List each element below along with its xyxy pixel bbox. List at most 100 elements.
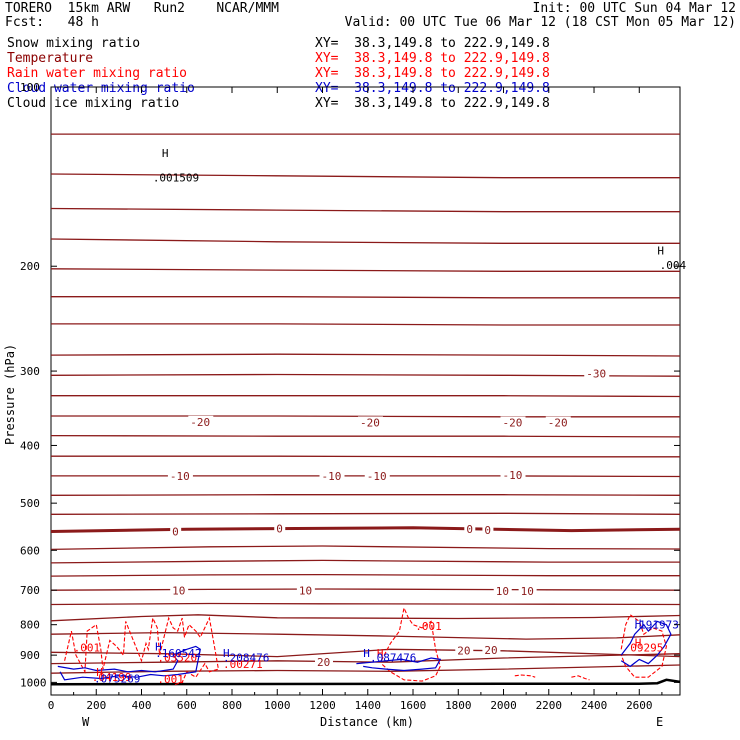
temperature-label: 10 xyxy=(299,585,312,598)
label-background xyxy=(364,469,390,481)
temperature-label: 0 xyxy=(276,523,283,536)
temperature-label: -20 xyxy=(190,416,210,429)
temperature-label: -20 xyxy=(548,416,568,429)
east-label: E xyxy=(656,715,663,729)
rain-contour xyxy=(64,616,220,686)
legend-xy: XY= 38.3,149.8 to 222.9,149.8 xyxy=(315,66,550,81)
rain-label: .00271 xyxy=(223,658,263,671)
temperature-label: -10 xyxy=(170,470,190,483)
temperature-isotherm xyxy=(50,207,680,213)
cloud-water-contour xyxy=(620,620,672,668)
temperature-label: 10 xyxy=(521,585,534,598)
temperature-label: 0 xyxy=(466,523,473,536)
temperature-isotherm xyxy=(50,494,681,496)
x-tick-label: 1000 xyxy=(264,699,291,712)
y-tick-label: 800 xyxy=(20,619,40,632)
temperature-isotherm xyxy=(50,614,681,622)
x-tick-label: 2000 xyxy=(490,699,517,712)
rain-contour xyxy=(620,613,667,678)
y-tick-label: 600 xyxy=(20,544,40,557)
cloud-water-high-marker: H xyxy=(363,647,370,660)
label-background xyxy=(545,416,571,428)
x-tick-label: 1800 xyxy=(445,699,472,712)
temperature-isotherm xyxy=(51,395,681,398)
cloud-water-label: .191973 xyxy=(632,619,678,632)
temperature-label: -10 xyxy=(322,470,342,483)
label-background xyxy=(493,584,512,596)
rain-label: 09295 xyxy=(630,641,663,654)
y-tick-label: 500 xyxy=(20,497,40,510)
cloud-water-high-marker: H xyxy=(223,647,230,660)
temperature-isotherm xyxy=(50,588,681,591)
label-background xyxy=(500,416,526,428)
temperature-isotherm xyxy=(50,353,681,357)
temperature-isotherm xyxy=(50,268,680,272)
temperature-isotherm xyxy=(50,434,681,438)
snow-label: .001509 xyxy=(153,171,199,184)
temperature-label: 10 xyxy=(496,585,509,598)
rain-label: .001 xyxy=(157,673,184,686)
temperature-isotherm xyxy=(51,296,680,299)
temperature-isotherm xyxy=(50,173,680,179)
cloud-water-label: .208476 xyxy=(223,651,269,664)
x-tick-label: 0 xyxy=(48,699,55,712)
legend-xy: XY= 38.3,149.8 to 222.9,149.8 xyxy=(315,81,550,96)
label-background xyxy=(464,523,476,535)
snow-label: .004 xyxy=(660,259,687,272)
temperature-isotherm xyxy=(51,323,680,326)
label-background xyxy=(167,469,193,481)
temperature-isotherm xyxy=(50,238,680,244)
rain-label: .04199 xyxy=(92,671,132,684)
rain-label: .001 xyxy=(415,620,442,633)
x-tick-label: 1600 xyxy=(400,699,427,712)
y-tick-label: 400 xyxy=(20,439,40,452)
temperature-isotherm xyxy=(51,455,680,458)
forecast-hour: Fcst: 48 h xyxy=(5,15,99,30)
legend-xy: XY= 38.3,149.8 to 222.9,149.8 xyxy=(315,51,550,66)
temperature-label: 20 xyxy=(317,656,330,669)
label-background xyxy=(357,416,383,428)
label-background xyxy=(314,655,333,667)
temperature-isotherm xyxy=(51,475,681,478)
rain-contour xyxy=(514,674,536,678)
temperature-isotherm xyxy=(51,415,680,418)
west-label: W xyxy=(82,715,90,729)
y-tick-label: 700 xyxy=(20,584,40,597)
x-tick-label: 1200 xyxy=(309,699,336,712)
cloud-water-label: .087476 xyxy=(370,651,416,664)
x-tick-label: 2200 xyxy=(536,699,563,712)
y-tick-label: 200 xyxy=(20,260,40,273)
terrain-line xyxy=(50,678,681,686)
rain-high-marker: H xyxy=(96,666,103,679)
temperature-label: 20 xyxy=(457,645,470,658)
temperature-isotherm xyxy=(50,648,681,658)
label-background xyxy=(170,525,182,537)
temperature-label: -10 xyxy=(367,470,387,483)
valid-time: Valid: 00 UTC Tue 06 Mar 12 (18 CST Mon … xyxy=(344,15,736,30)
x-tick-label: 200 xyxy=(86,699,106,712)
y-tick-label: 900 xyxy=(20,649,40,662)
temperature-label: -10 xyxy=(503,469,523,482)
y-axis-label: Pressure (hPa) xyxy=(3,344,17,445)
x-tick-label: 400 xyxy=(132,699,152,712)
plot-frame xyxy=(50,86,681,696)
rain-high-marker: H xyxy=(635,636,642,649)
rain-label: .03520 xyxy=(157,651,197,664)
legend-label: Cloud water mixing ratio xyxy=(7,81,195,96)
temperature-label: 0 xyxy=(172,526,179,539)
temperature-isotherm xyxy=(50,602,681,606)
y-tick-label: 100 xyxy=(20,81,40,94)
cloud-water-high-marker: H xyxy=(155,641,162,654)
rain-contour xyxy=(571,675,590,681)
label-background xyxy=(518,584,537,596)
temperature-isotherm xyxy=(50,545,681,551)
rain-contour xyxy=(380,606,441,682)
legend-xy: XY= 38.3,149.8 to 222.9,149.8 xyxy=(315,96,550,111)
rain-high-marker: H xyxy=(377,647,384,660)
temperature-label: 10 xyxy=(172,585,185,598)
legend-label: Rain water mixing ratio xyxy=(7,66,188,81)
x-tick-label: 800 xyxy=(222,699,242,712)
snow-high-marker: H xyxy=(162,147,169,160)
x-axis-label: Distance (km) xyxy=(320,715,414,729)
